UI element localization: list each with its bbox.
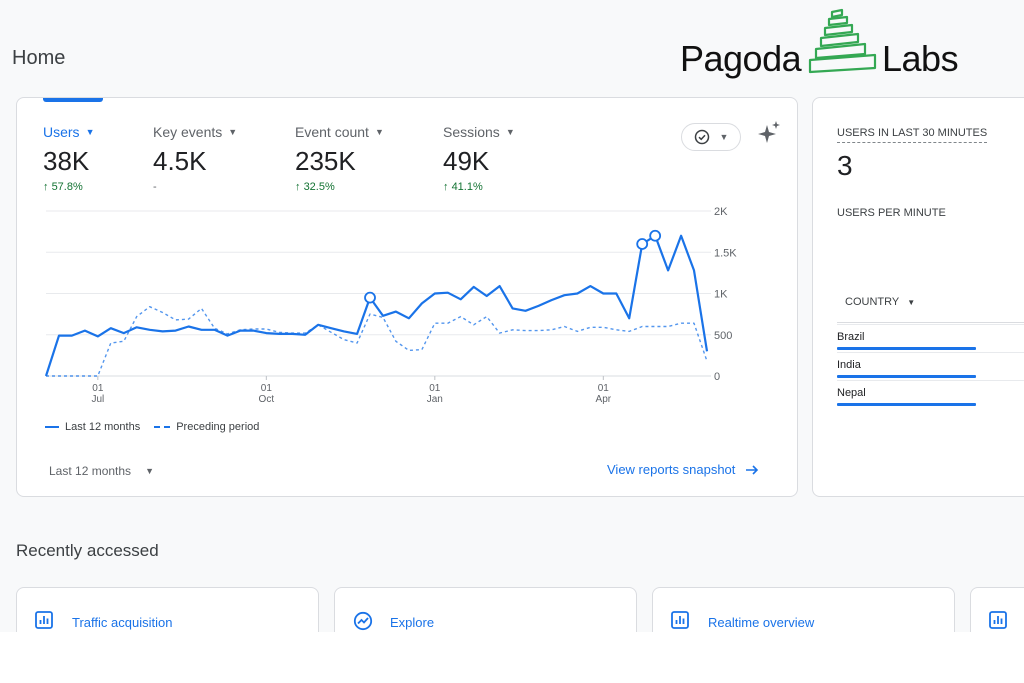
arrow-right-icon xyxy=(746,464,759,475)
x-tick-day: 01 xyxy=(92,383,104,394)
metric-label: Sessions xyxy=(443,124,500,140)
y-tick-label: 500 xyxy=(714,330,732,342)
logo-text-right: Labs xyxy=(882,38,959,79)
y-tick-label: 1.5K xyxy=(714,247,737,259)
country-bar xyxy=(837,375,976,378)
country-bar xyxy=(837,347,976,350)
metric-delta: - xyxy=(153,181,157,193)
y-tick-label: 1K xyxy=(714,289,728,301)
pagoda-logo-icon xyxy=(808,8,877,74)
country-row[interactable]: India xyxy=(837,352,1024,380)
country-name: Nepal xyxy=(837,387,866,399)
realtime-card: USERS IN LAST 30 MINUTES 3 USERS PER MIN… xyxy=(812,97,1024,497)
caret-down-icon: ▼ xyxy=(505,127,515,137)
y-tick-label: 0 xyxy=(714,371,720,383)
x-tick-day: 01 xyxy=(429,383,441,394)
caret-down-icon: ▼ xyxy=(85,127,95,137)
recently-accessed-title: Recently accessed xyxy=(16,541,159,560)
highlight-point xyxy=(636,238,649,250)
x-tick-day: 01 xyxy=(598,383,610,394)
metric-label: Key events xyxy=(153,124,223,140)
metric-tab-users[interactable]: Users ▼ 38K ↑ 57.8% xyxy=(43,124,94,193)
country-name: Brazil xyxy=(837,331,865,343)
country-dimension-select[interactable]: COUNTRY ▼ xyxy=(845,296,915,308)
metric-value: 235K xyxy=(295,146,356,176)
caret-down-icon: ▼ xyxy=(907,297,916,307)
check-circle-icon xyxy=(694,129,709,145)
series-last-12-months xyxy=(44,234,709,377)
arrow-up-icon: ↑ xyxy=(443,181,449,193)
highlight-point xyxy=(364,291,376,304)
compare-toggle-button[interactable]: ▼ xyxy=(681,123,741,151)
y-tick-label: 2K xyxy=(714,206,728,218)
metric-label: Event count xyxy=(295,124,369,140)
metric-delta: 32.5% xyxy=(303,181,335,193)
divider xyxy=(837,322,1024,323)
recent-card-realtime-overview[interactable]: Realtime overview xyxy=(652,587,955,632)
recent-card-label: Explore xyxy=(390,615,435,630)
recent-card-label: Traffic acquisition xyxy=(72,615,173,630)
legend-item: Preceding period xyxy=(176,421,260,433)
snapshot-link-label: View reports snapshot xyxy=(607,462,736,477)
chart-legend: Last 12 months Preceding period xyxy=(45,421,259,433)
recent-card-traffic-acquisition[interactable]: Traffic acquisition xyxy=(16,587,319,632)
analytics-home: Home Pagoda Labs Users ▼ 38K ↑ 57.8% Key … xyxy=(12,8,1024,632)
bar-chart-icon xyxy=(35,611,53,629)
active-metric-indicator xyxy=(43,98,103,102)
country-bar xyxy=(837,403,976,406)
metric-value: 49K xyxy=(443,146,490,176)
bar-chart-icon xyxy=(671,611,689,629)
pagoda-labs-logo: Pagoda Labs xyxy=(678,8,968,84)
caret-down-icon: ▼ xyxy=(719,132,729,142)
country-row[interactable]: Nepal xyxy=(837,380,1024,408)
realtime-title: USERS IN LAST 30 MINUTES xyxy=(837,127,988,143)
metric-delta: 57.8% xyxy=(51,181,83,193)
arrow-up-icon: ↑ xyxy=(295,181,301,193)
bar-chart-icon xyxy=(989,611,1007,629)
page-title: Home xyxy=(12,47,66,69)
metric-tab-sessions[interactable]: Sessions ▼ 49K ↑ 41.1% xyxy=(443,124,515,193)
legend-solid-swatch xyxy=(45,426,59,428)
sparkle-icon[interactable] xyxy=(757,120,783,146)
x-tick-month: Jan xyxy=(427,394,443,405)
date-range-select[interactable]: Last 12 months ▼ xyxy=(49,464,154,478)
metric-tab-event-count[interactable]: Event count ▼ 235K ↑ 32.5% xyxy=(295,124,384,193)
logo-text-left: Pagoda xyxy=(680,38,802,79)
arrow-up-icon: ↑ xyxy=(43,181,49,193)
metric-label: Users xyxy=(43,124,80,140)
recent-card-partial[interactable] xyxy=(970,587,1024,632)
country-row[interactable]: Brazil xyxy=(837,324,1024,352)
x-tick-day: 01 xyxy=(261,383,273,394)
x-tick-month: Oct xyxy=(259,394,275,405)
metric-delta: 41.1% xyxy=(451,181,483,193)
users-per-minute-label: USERS PER MINUTE xyxy=(837,207,946,219)
legend-item: Last 12 months xyxy=(65,421,141,433)
realtime-users-value: 3 xyxy=(837,150,853,181)
metric-tab-key-events[interactable]: Key events ▼ 4.5K - xyxy=(153,124,237,193)
overview-card: Users ▼ 38K ↑ 57.8% Key events ▼ 4.5K - Ev… xyxy=(16,97,798,497)
country-name: India xyxy=(837,359,861,371)
caret-down-icon: ▼ xyxy=(145,466,154,476)
view-reports-snapshot-link[interactable]: View reports snapshot xyxy=(607,462,759,477)
x-tick-month: Apr xyxy=(596,394,612,405)
explore-trend-icon xyxy=(353,611,373,631)
x-tick-month: Jul xyxy=(91,394,104,405)
country-header: COUNTRY xyxy=(845,296,900,308)
legend-dashed-swatch xyxy=(154,426,171,428)
series-preceding-period xyxy=(46,305,708,377)
caret-down-icon: ▼ xyxy=(228,127,238,137)
recent-card-label: Realtime overview xyxy=(708,615,815,630)
recent-card-explore[interactable]: Explore xyxy=(334,587,637,632)
highlight-point xyxy=(649,229,662,242)
caret-down-icon: ▼ xyxy=(374,127,384,137)
metric-value: 4.5K xyxy=(153,146,207,176)
metric-value: 38K xyxy=(43,146,90,176)
date-range-label: Last 12 months xyxy=(49,464,132,478)
